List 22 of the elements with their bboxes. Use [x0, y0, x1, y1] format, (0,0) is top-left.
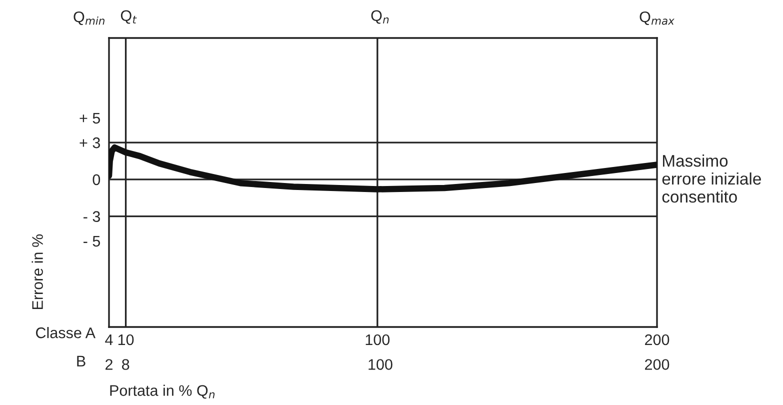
y-tick-label: - 5: [84, 236, 100, 247]
y-tick-label: - 3: [84, 211, 100, 222]
x2-tick-label: 8: [122, 359, 130, 370]
y-tick-label: + 5: [80, 112, 100, 124]
ref-line-label: Q$_{t}$: [120, 10, 137, 24]
ref-line-label: Q$_{n}$: [371, 10, 389, 24]
text: Massimo errore iniziale consentito: [662, 154, 761, 203]
x-tick-label: 10: [118, 334, 134, 346]
y-axis-title: Errore in %: [32, 234, 43, 310]
y-tick-label: 0: [92, 174, 100, 186]
text: Q$_{max}$: [640, 11, 674, 26]
x-tick-label: 100: [366, 334, 390, 346]
x-tick-label: 200: [645, 334, 670, 346]
text: B: [77, 356, 86, 366]
x2-tick-label: 200: [645, 359, 670, 370]
x2-tick-label: 100: [368, 359, 392, 370]
x-axis-title: Portata in % Q$_{n}$: [110, 384, 215, 399]
text: Q$_{min}$: [74, 11, 104, 26]
text: Classe A: [36, 327, 96, 338]
x-tick-label: 4: [105, 334, 113, 346]
y-tick-label: + 3: [80, 137, 100, 148]
x2-tick-label: 2: [106, 359, 112, 370]
